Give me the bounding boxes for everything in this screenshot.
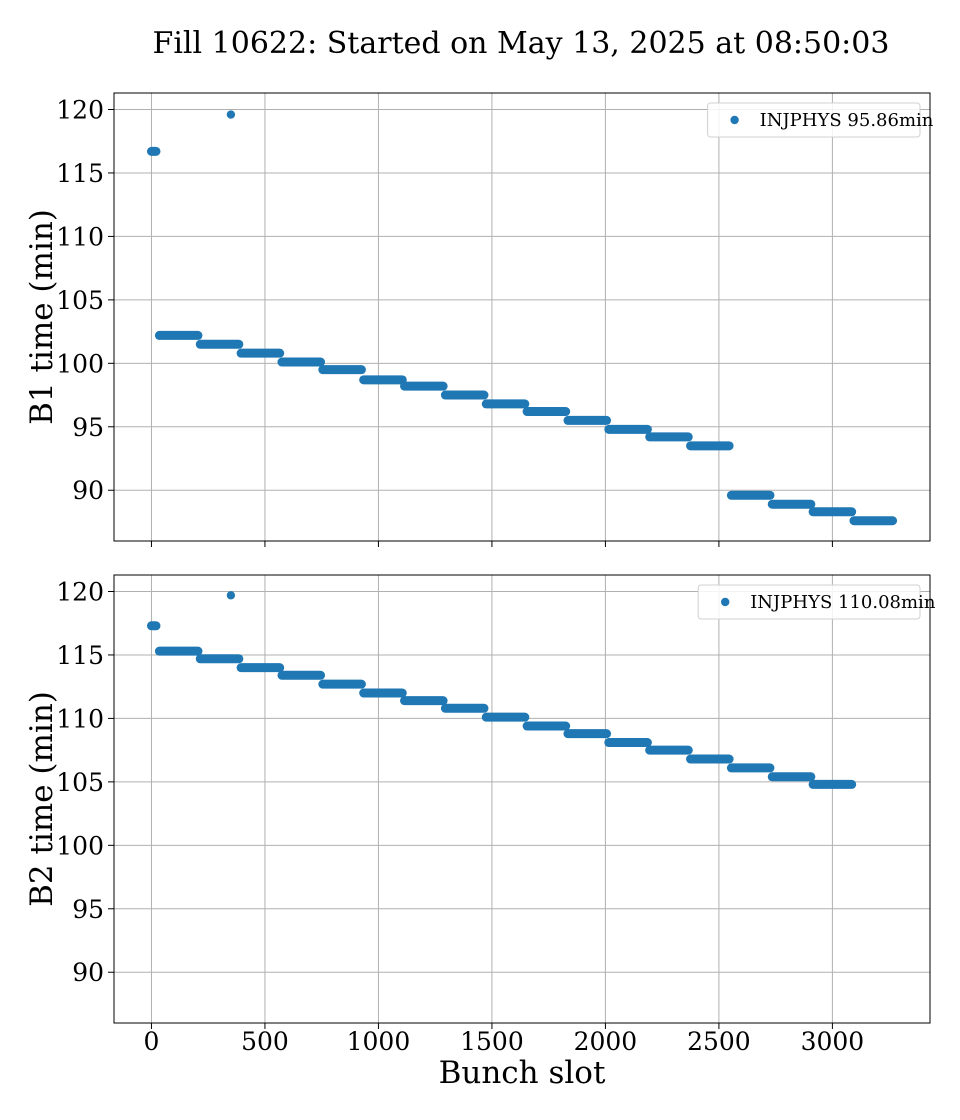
y-tick-label: 120 [56, 577, 104, 606]
y-axis-label: B1 time (min) [24, 209, 60, 425]
legend-marker [721, 597, 730, 607]
b1-panel: 90 95 100 105 110 115 120 B1 time (min) INJPHYS … [24, 92, 934, 547]
x-tick-label: 3000 [801, 1027, 865, 1056]
y-tick-label: 110 [56, 704, 104, 733]
legend: INJPHYS 110.08min [697, 584, 936, 620]
y-tick-label: 120 [56, 95, 104, 124]
figure-title: Fill 10622: Started on May 13, 2025 at 0… [153, 26, 890, 61]
legend-box [697, 584, 921, 620]
x-tick-label: 1000 [347, 1027, 411, 1056]
y-tick-label: 105 [56, 768, 104, 797]
x-tick-label: 500 [241, 1027, 289, 1056]
y-tick-label: 90 [72, 958, 104, 987]
legend-marker [730, 115, 739, 125]
y-tick-label: 115 [56, 159, 104, 188]
y-tick-label: 100 [56, 349, 104, 378]
y-tick-label: 105 [56, 286, 104, 315]
y-tick-label: 95 [72, 895, 104, 924]
y-tick-label: 115 [56, 641, 104, 670]
y-tick-label: 95 [72, 413, 104, 442]
data-points [146, 591, 857, 789]
b2-panel: 90 95 100 105 110 115 120 0 500 1000 1500 2000 2500 3… [24, 574, 936, 1091]
data-point [226, 591, 236, 600]
y-axis-label: B2 time (min) [24, 691, 60, 907]
x-tick-label: 2500 [687, 1027, 751, 1056]
legend-label: INJPHYS 95.86min [760, 110, 934, 131]
axes-frame [113, 574, 931, 1024]
axes-frame [113, 92, 931, 542]
y-tick-label: 110 [56, 222, 104, 251]
x-axis-label: Bunch slot [439, 1055, 606, 1091]
legend-label: INJPHYS 110.08min [750, 592, 936, 613]
legend: INJPHYS 95.86min [707, 102, 934, 138]
y-tick-label: 90 [72, 476, 104, 505]
x-tick-label: 0 [143, 1027, 159, 1056]
x-tick-label: 2000 [574, 1027, 638, 1056]
chart-panels: 90 95 100 105 110 115 120 B1 time (min) INJPHYS … [24, 92, 936, 1091]
legend-box [707, 102, 921, 138]
y-tick-label: 100 [56, 831, 104, 860]
x-tick-label: 1500 [460, 1027, 524, 1056]
data-point [226, 110, 236, 119]
data-points [146, 110, 898, 526]
